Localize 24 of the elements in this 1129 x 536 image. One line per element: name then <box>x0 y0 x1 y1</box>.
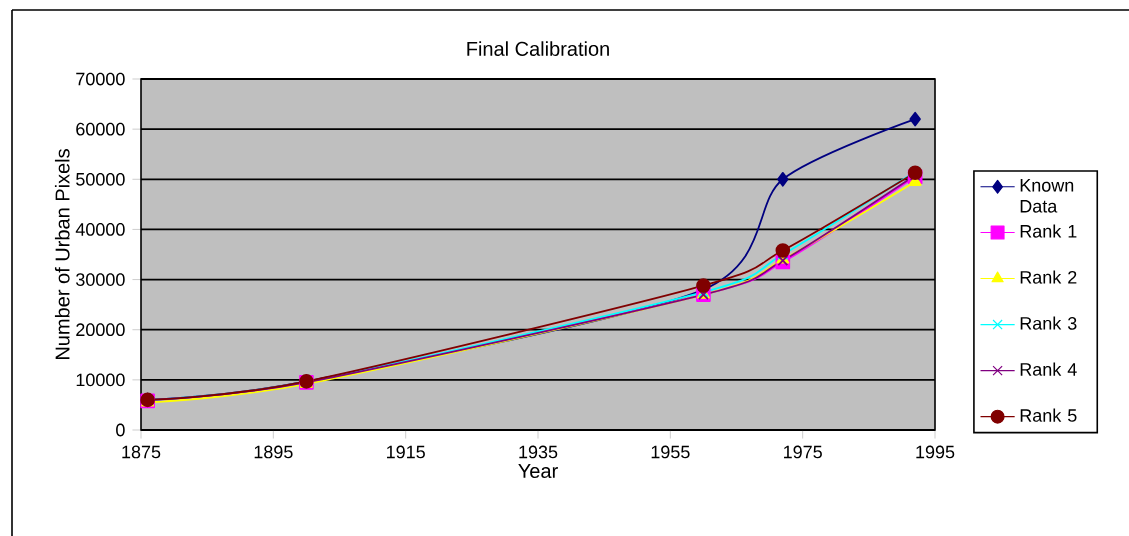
y-tick-label: 30000 <box>76 273 125 286</box>
x-tick-label: 1995 <box>916 445 955 459</box>
x-tick-label: 1935 <box>519 445 558 459</box>
legend-label: Rank 1 <box>1020 224 1077 238</box>
x-tick-label: 1895 <box>254 445 293 459</box>
legend-label: Rank 2 <box>1020 270 1077 284</box>
y-axis-title: Number of Urban Pixels <box>54 149 70 360</box>
legend-label: Known Data <box>1020 179 1074 213</box>
y-tick-label: 10000 <box>76 373 125 387</box>
x-tick-label: 1975 <box>784 445 822 459</box>
legend-label: Rank 3 <box>1020 316 1077 330</box>
legend-label: Rank 4 <box>1020 362 1077 376</box>
y-tick-label: 50000 <box>76 172 125 186</box>
y-tick-label: 70000 <box>76 72 125 86</box>
legend-label: Rank 5 <box>1020 408 1077 422</box>
x-tick-label: 1955 <box>651 445 690 459</box>
x-tick-label: 1915 <box>387 445 425 459</box>
y-tick-label: 40000 <box>75 223 125 236</box>
y-tick-label: 60000 <box>76 122 125 136</box>
y-tick-label: 20000 <box>76 323 125 337</box>
x-tick-label: 1875 <box>122 445 161 459</box>
chart-title: Final Calibration <box>467 41 609 56</box>
y-tick-label: 0 <box>116 423 125 437</box>
x-axis-title: Year <box>518 464 558 479</box>
